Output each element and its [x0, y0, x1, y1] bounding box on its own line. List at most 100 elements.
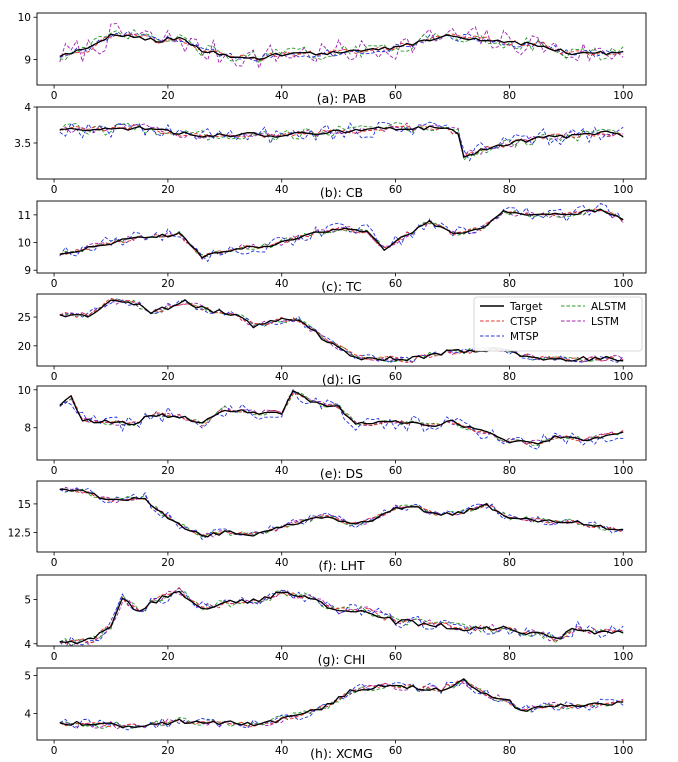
x-tick-label: 40 [275, 90, 288, 102]
legend-label: MTSP [510, 331, 538, 343]
x-tick-label: 80 [503, 557, 516, 569]
y-tick-label: 25 [18, 312, 31, 324]
axes-frame [36, 667, 647, 741]
panel-title: (b): CB [320, 185, 363, 200]
series-mtsp [59, 587, 624, 646]
series-lstm [59, 122, 624, 158]
series-ctsp [59, 488, 624, 537]
axes-frame [36, 385, 647, 461]
x-tick-label: 100 [613, 278, 633, 290]
x-tick-label: 40 [275, 745, 288, 757]
x-tick-label: 20 [161, 465, 174, 477]
series-mtsp [59, 121, 624, 162]
series-mtsp [59, 388, 624, 450]
x-tick-label: 100 [613, 184, 633, 196]
series-mtsp [59, 298, 624, 364]
x-tick-label: 20 [161, 651, 174, 663]
y-tick-label: 9 [24, 265, 31, 277]
series-target [59, 590, 624, 645]
axes-frame [36, 293, 647, 367]
x-tick-label: 100 [613, 745, 633, 757]
panel-7: 0 20 40 60 80 100 4 5 (g): CHI [24, 574, 647, 667]
series-target [59, 298, 624, 362]
x-tick-label: 80 [503, 465, 516, 477]
y-tick-label: 15 [18, 499, 31, 511]
legend-label: LSTM [591, 316, 619, 328]
legend-item-mtsp: MTSP [480, 331, 538, 343]
x-tick-label: 40 [275, 184, 288, 196]
series-alstm [59, 677, 624, 730]
x-tick-label: 0 [51, 557, 58, 569]
y-tick-label: 4 [24, 708, 31, 720]
x-tick-label: 40 [275, 557, 288, 569]
y-tick-label: 4 [24, 102, 31, 114]
axes-frame [36, 574, 647, 647]
series-alstm [59, 122, 624, 162]
x-tick-label: 60 [389, 651, 402, 663]
x-tick-label: 100 [613, 557, 633, 569]
x-tick-label: 40 [275, 371, 288, 383]
x-tick-label: 60 [389, 90, 402, 102]
legend: Target CTSP MTSP ALSTM LSTM [473, 296, 643, 352]
panel-6: 0 20 40 60 80 100 12.5 15 (f): LHT [8, 480, 647, 573]
legend-label: CTSP [510, 316, 537, 328]
axes-frame [36, 12, 647, 86]
series-group [59, 23, 624, 70]
x-tick-label: 100 [613, 90, 633, 102]
x-tick-label: 60 [389, 278, 402, 290]
x-tick-label: 20 [161, 745, 174, 757]
series-ctsp [59, 392, 624, 445]
legend-label: ALSTM [591, 301, 626, 313]
y-tick-label: 9 [24, 55, 31, 67]
series-lstm [59, 486, 624, 538]
legend-item-target: Target [480, 301, 542, 313]
x-tick-label: 80 [503, 745, 516, 757]
panel-5: 0 20 40 60 80 100 8 10 (e): DS [18, 385, 647, 481]
axes-frame [36, 480, 647, 553]
panel-title: (c): TC [321, 279, 362, 294]
panel-3: 0 20 40 60 80 100 9 10 11 (c): TC [18, 200, 647, 294]
y-tick-label: 20 [18, 341, 31, 353]
series-group [59, 388, 624, 450]
x-tick-label: 20 [161, 184, 174, 196]
x-tick-label: 40 [275, 651, 288, 663]
series-alstm [59, 488, 624, 538]
x-tick-label: 60 [389, 745, 402, 757]
x-tick-label: 80 [503, 371, 516, 383]
x-tick-label: 0 [51, 184, 58, 196]
series-target [59, 488, 624, 538]
x-tick-label: 0 [51, 745, 58, 757]
x-tick-label: 20 [161, 557, 174, 569]
legend-item-ctsp: CTSP [480, 316, 537, 328]
y-tick-label: 5 [24, 594, 31, 606]
legend-item-lstm: LSTM [561, 316, 619, 328]
y-tick-label: 4 [24, 639, 31, 651]
x-tick-label: 0 [51, 465, 58, 477]
series-mtsp [59, 202, 624, 263]
series-group [59, 202, 624, 263]
x-tick-label: 80 [503, 90, 516, 102]
panel-title: (d): IG [322, 372, 361, 387]
x-tick-label: 80 [503, 184, 516, 196]
x-tick-label: 40 [275, 278, 288, 290]
y-tick-label: 10 [18, 12, 31, 24]
x-tick-label: 60 [389, 184, 402, 196]
x-tick-label: 20 [161, 90, 174, 102]
y-tick-label: 11 [18, 210, 31, 222]
series-lstm [59, 210, 624, 260]
x-tick-label: 40 [275, 465, 288, 477]
series-group [59, 486, 624, 541]
x-tick-label: 0 [51, 278, 58, 290]
x-tick-label: 0 [51, 90, 58, 102]
series-ctsp [59, 586, 624, 645]
x-tick-label: 0 [51, 371, 58, 383]
panel-title: (f): LHT [318, 558, 365, 573]
x-tick-label: 100 [613, 465, 633, 477]
x-tick-label: 80 [503, 651, 516, 663]
series-lstm [59, 589, 624, 646]
x-tick-label: 20 [161, 371, 174, 383]
series-ctsp [59, 208, 624, 258]
series-lstm [59, 681, 624, 730]
series-target [59, 125, 624, 158]
y-tick-label: 10 [18, 385, 31, 397]
